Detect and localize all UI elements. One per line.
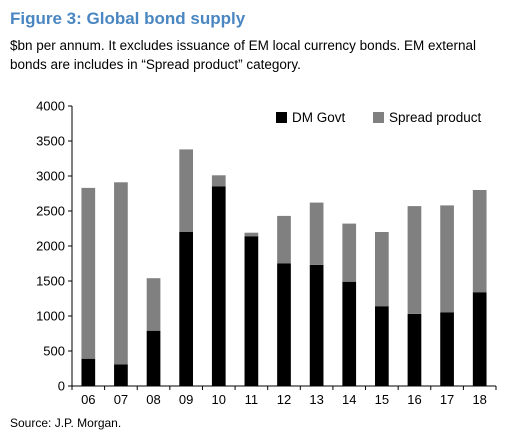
bar-dm-govt-13 <box>309 264 324 386</box>
x-tick-label: 16 <box>407 392 421 407</box>
bar-spread-product-17 <box>440 205 454 313</box>
chart-subtitle: $bn per annum. It excludes issuance of E… <box>10 38 476 72</box>
bar-dm-govt-06 <box>81 358 96 386</box>
x-tick-label: 08 <box>146 392 160 407</box>
x-tick-label: 12 <box>277 392 291 407</box>
source-note: Source: J.P. Morgan. <box>10 416 122 430</box>
x-tick-label: 10 <box>212 392 226 407</box>
bar-spread-product-10 <box>211 175 226 187</box>
bar-dm-govt-09 <box>179 232 193 386</box>
bar-spread-product-09 <box>179 149 193 232</box>
bar-dm-govt-15 <box>375 306 389 386</box>
bar-spread-product-12 <box>277 215 291 264</box>
chart-legend: DM Govt Spread product <box>276 110 482 125</box>
bar-dm-govt-14 <box>342 281 357 386</box>
bar-spread-product-18 <box>472 190 487 293</box>
y-tick-label: 500 <box>43 344 65 359</box>
y-tick-label: 1000 <box>36 309 65 324</box>
chart-title: Figure 3: Global bond supply <box>10 9 246 28</box>
y-tick-label: 4000 <box>36 99 65 114</box>
legend-swatch-spread-product <box>373 112 384 123</box>
legend-label-spread-product: Spread product <box>389 110 482 125</box>
y-tick-label: 2500 <box>36 204 65 219</box>
bar-dm-govt-18 <box>472 292 487 386</box>
x-tick-label: 18 <box>472 392 486 407</box>
y-tick-label: 1500 <box>36 274 65 289</box>
bar-dm-govt-10 <box>211 186 226 386</box>
x-tick-label: 09 <box>179 392 193 407</box>
bar-dm-govt-17 <box>440 312 454 386</box>
x-tick-label: 13 <box>309 392 323 407</box>
x-tick-label: 17 <box>440 392 454 407</box>
x-tick-label: 06 <box>81 392 95 407</box>
legend-swatch-dm-govt <box>276 112 287 123</box>
y-tick-label: 2000 <box>36 239 65 254</box>
legend-label-dm-govt: DM Govt <box>292 110 346 125</box>
x-tick-label: 11 <box>245 392 259 407</box>
bar-spread-product-16 <box>407 206 422 314</box>
bar-spread-product-14 <box>342 223 357 282</box>
bar-spread-product-11 <box>244 232 259 237</box>
bar-dm-govt-08 <box>146 330 161 386</box>
y-tick-label: 3500 <box>36 134 65 149</box>
x-tick-label: 14 <box>342 392 356 407</box>
bar-dm-govt-12 <box>277 263 291 386</box>
y-tick-label: 0 <box>58 379 65 394</box>
bar-dm-govt-07 <box>114 364 128 386</box>
bar-spread-product-08 <box>146 278 161 331</box>
x-tick-label: 07 <box>114 392 128 407</box>
bar-spread-product-06 <box>81 187 96 359</box>
bar-dm-govt-11 <box>244 236 259 386</box>
y-tick-label: 3000 <box>36 169 65 184</box>
bar-spread-product-07 <box>114 182 128 365</box>
bar-spread-product-15 <box>375 232 389 307</box>
x-tick-label: 15 <box>375 392 389 407</box>
bar-spread-product-13 <box>309 202 324 265</box>
bar-dm-govt-16 <box>407 313 422 386</box>
